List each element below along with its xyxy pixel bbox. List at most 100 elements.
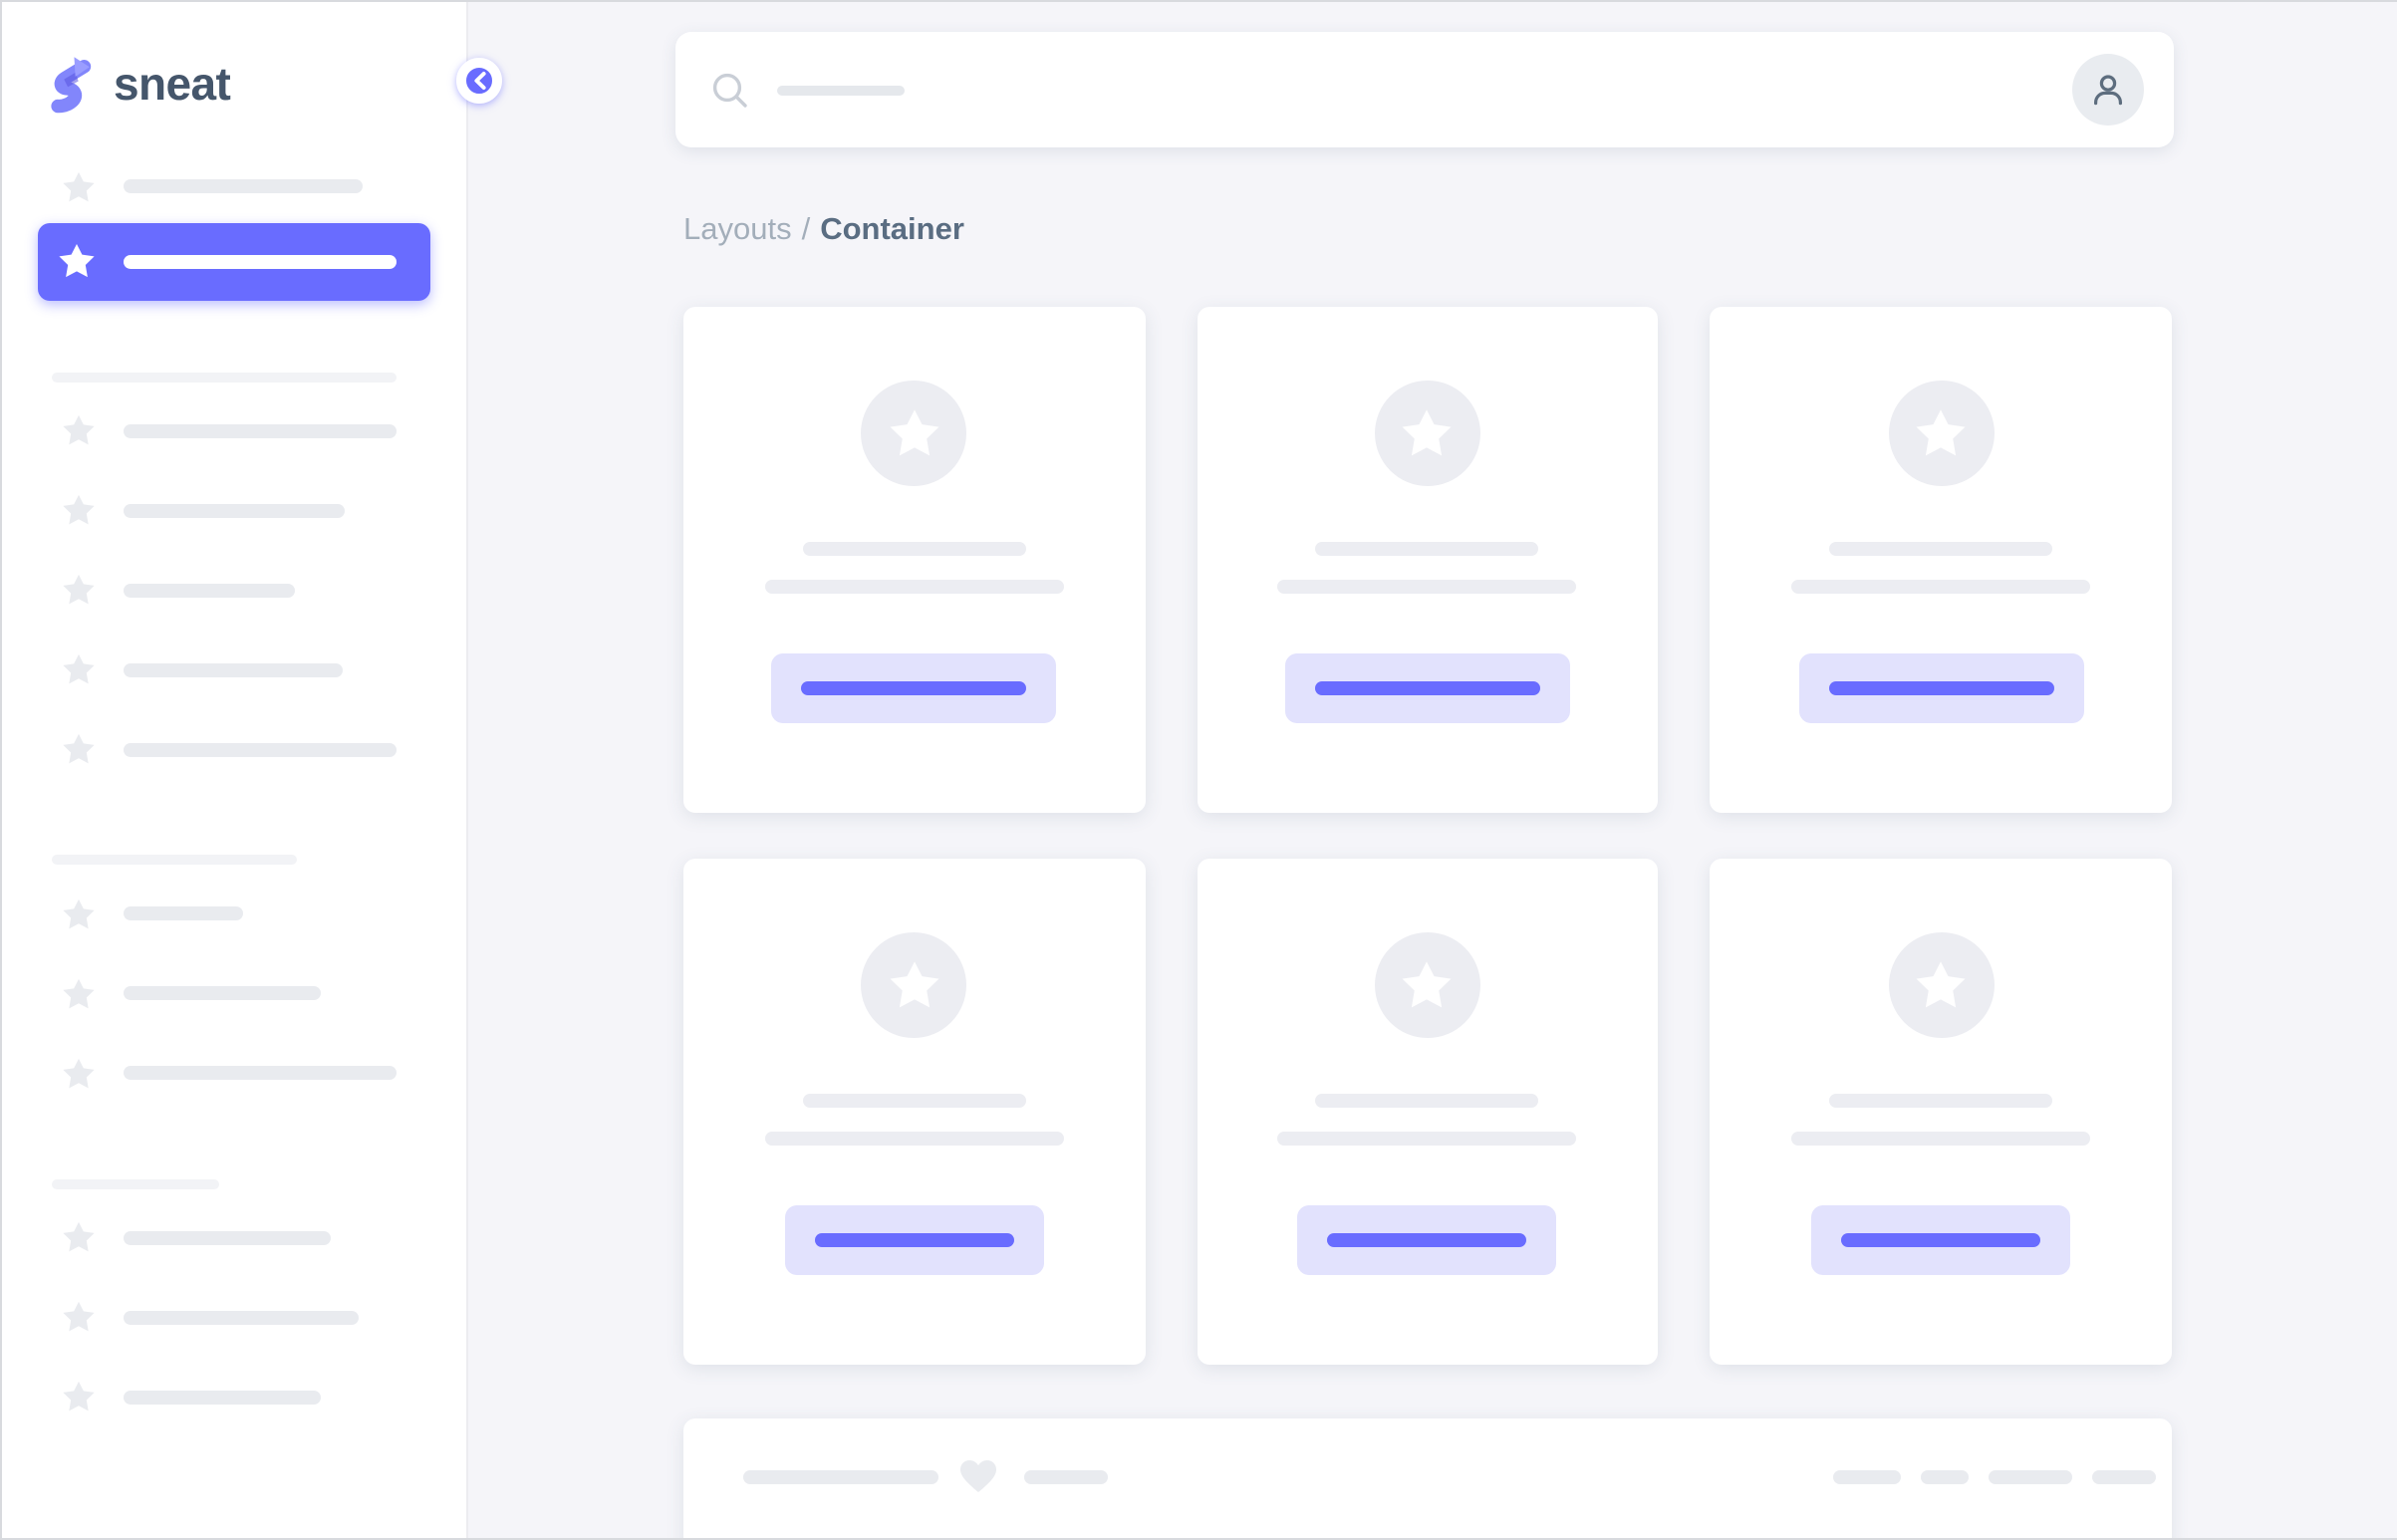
star-icon: [62, 1301, 96, 1333]
brand-name: sneat: [114, 58, 231, 110]
breadcrumb-current: Container: [820, 213, 964, 247]
user-avatar-button[interactable]: [2072, 54, 2144, 126]
card-subtitle-skeleton: [1277, 1132, 1577, 1146]
sidebar-item-label-skeleton: [124, 662, 343, 676]
button-label-skeleton: [1314, 681, 1540, 695]
pagination: [1833, 1469, 2156, 1483]
pager-pill[interactable]: [1989, 1469, 2072, 1483]
button-label-skeleton: [814, 1233, 1014, 1247]
star-icon: [889, 408, 940, 458]
sidebar-item-label-skeleton: [124, 254, 397, 268]
footer-text-skeleton: [1024, 1469, 1108, 1483]
breadcrumb-link-layouts[interactable]: Layouts: [683, 213, 792, 247]
sidebar-item-label-skeleton: [124, 1230, 331, 1244]
card-grid: [683, 307, 2172, 1365]
footer-text-skeleton: [743, 1469, 938, 1483]
star-icon: [62, 494, 96, 526]
card-title-skeleton: [1315, 1094, 1539, 1108]
button-label-skeleton: [1828, 681, 2054, 695]
footer-card: [683, 1418, 2172, 1538]
sidebar-item[interactable]: [2, 470, 466, 550]
star-icon: [889, 960, 940, 1010]
star-icon: [1915, 960, 1967, 1010]
navbar: [675, 32, 2174, 147]
sidebar-item[interactable]: [2, 874, 466, 953]
placeholder-card: [683, 859, 1146, 1365]
sneat-logo-icon: [46, 54, 96, 116]
sidebar-collapse-button[interactable]: [456, 58, 502, 104]
star-icon: [62, 653, 96, 685]
star-icon: [62, 414, 96, 446]
sidebar-item-label-skeleton: [124, 1390, 321, 1404]
global-search-input[interactable]: [675, 32, 2072, 147]
sidebar-item[interactable]: [2, 1277, 466, 1357]
star-icon: [62, 1057, 96, 1089]
star-icon: [1915, 408, 1967, 458]
sidebar: sneat: [2, 2, 502, 1538]
card-action-button[interactable]: [771, 653, 1057, 723]
sidebar-section-header-skeleton: [51, 373, 396, 383]
card-action-button[interactable]: [1284, 653, 1570, 723]
sidebar-item[interactable]: [2, 709, 466, 789]
sidebar-item[interactable]: [2, 953, 466, 1033]
card-action-button[interactable]: [1811, 1205, 2071, 1275]
sidebar-item[interactable]: [2, 150, 466, 222]
card-subtitle-skeleton: [1277, 580, 1577, 594]
button-label-skeleton: [1327, 1233, 1527, 1247]
chevron-left-icon: [469, 70, 489, 92]
sidebar-section-header-skeleton: [51, 855, 296, 865]
sidebar-item-label-skeleton: [124, 1310, 359, 1324]
pager-pill[interactable]: [1833, 1469, 1901, 1483]
card-avatar: [1374, 932, 1480, 1038]
card-avatar: [861, 381, 967, 486]
brand-link[interactable]: sneat: [2, 2, 466, 116]
star-icon: [62, 170, 96, 202]
card-action-button[interactable]: [1297, 1205, 1557, 1275]
star-icon: [62, 898, 96, 929]
placeholder-card: [1710, 307, 2172, 813]
card-title-skeleton: [802, 542, 1026, 556]
breadcrumb: Layouts / Container: [683, 211, 2174, 249]
card-title-skeleton: [802, 1094, 1026, 1108]
main-content: Layouts / Container: [468, 2, 2397, 1538]
sidebar-item[interactable]: [2, 1197, 466, 1277]
breadcrumb-separator: /: [801, 213, 811, 247]
sidebar-item[interactable]: [2, 550, 466, 630]
card-action-button[interactable]: [1798, 653, 2084, 723]
star-icon: [1402, 960, 1454, 1010]
card-action-button[interactable]: [784, 1205, 1044, 1275]
pager-pill[interactable]: [2092, 1469, 2156, 1483]
card-subtitle-skeleton: [764, 580, 1064, 594]
star-icon: [62, 1221, 96, 1253]
card-avatar: [1374, 381, 1480, 486]
sidebar-item-label-skeleton: [124, 742, 397, 756]
card-subtitle-skeleton: [1791, 1132, 2091, 1146]
star-icon: [62, 574, 96, 606]
star-icon: [62, 733, 96, 765]
heart-icon: [958, 1458, 998, 1494]
magnifier-icon: [711, 71, 749, 109]
sidebar-item-label-skeleton: [124, 423, 397, 437]
sidebar-item-label-skeleton: [124, 986, 321, 1000]
sidebar-item-active[interactable]: [38, 222, 430, 300]
search-placeholder-skeleton: [777, 85, 905, 95]
card-avatar: [1888, 932, 1995, 1038]
placeholder-card: [1197, 307, 1659, 813]
like-button[interactable]: [958, 1458, 998, 1494]
star-icon: [62, 1381, 96, 1412]
placeholder-card: [1197, 859, 1659, 1365]
sidebar-menu: [2, 150, 466, 1436]
sidebar-item[interactable]: [2, 1357, 466, 1436]
card-title-skeleton: [1829, 1094, 2053, 1108]
placeholder-card: [683, 307, 1146, 813]
sidebar-item[interactable]: [2, 390, 466, 470]
pager-pill[interactable]: [1921, 1469, 1969, 1483]
card-title-skeleton: [1829, 542, 2053, 556]
sidebar-item-label-skeleton: [124, 179, 363, 193]
sidebar-item[interactable]: [2, 1033, 466, 1113]
sidebar-item[interactable]: [2, 630, 466, 709]
placeholder-card: [1710, 859, 2172, 1365]
card-avatar: [1888, 381, 1995, 486]
card-subtitle-skeleton: [1791, 580, 2091, 594]
